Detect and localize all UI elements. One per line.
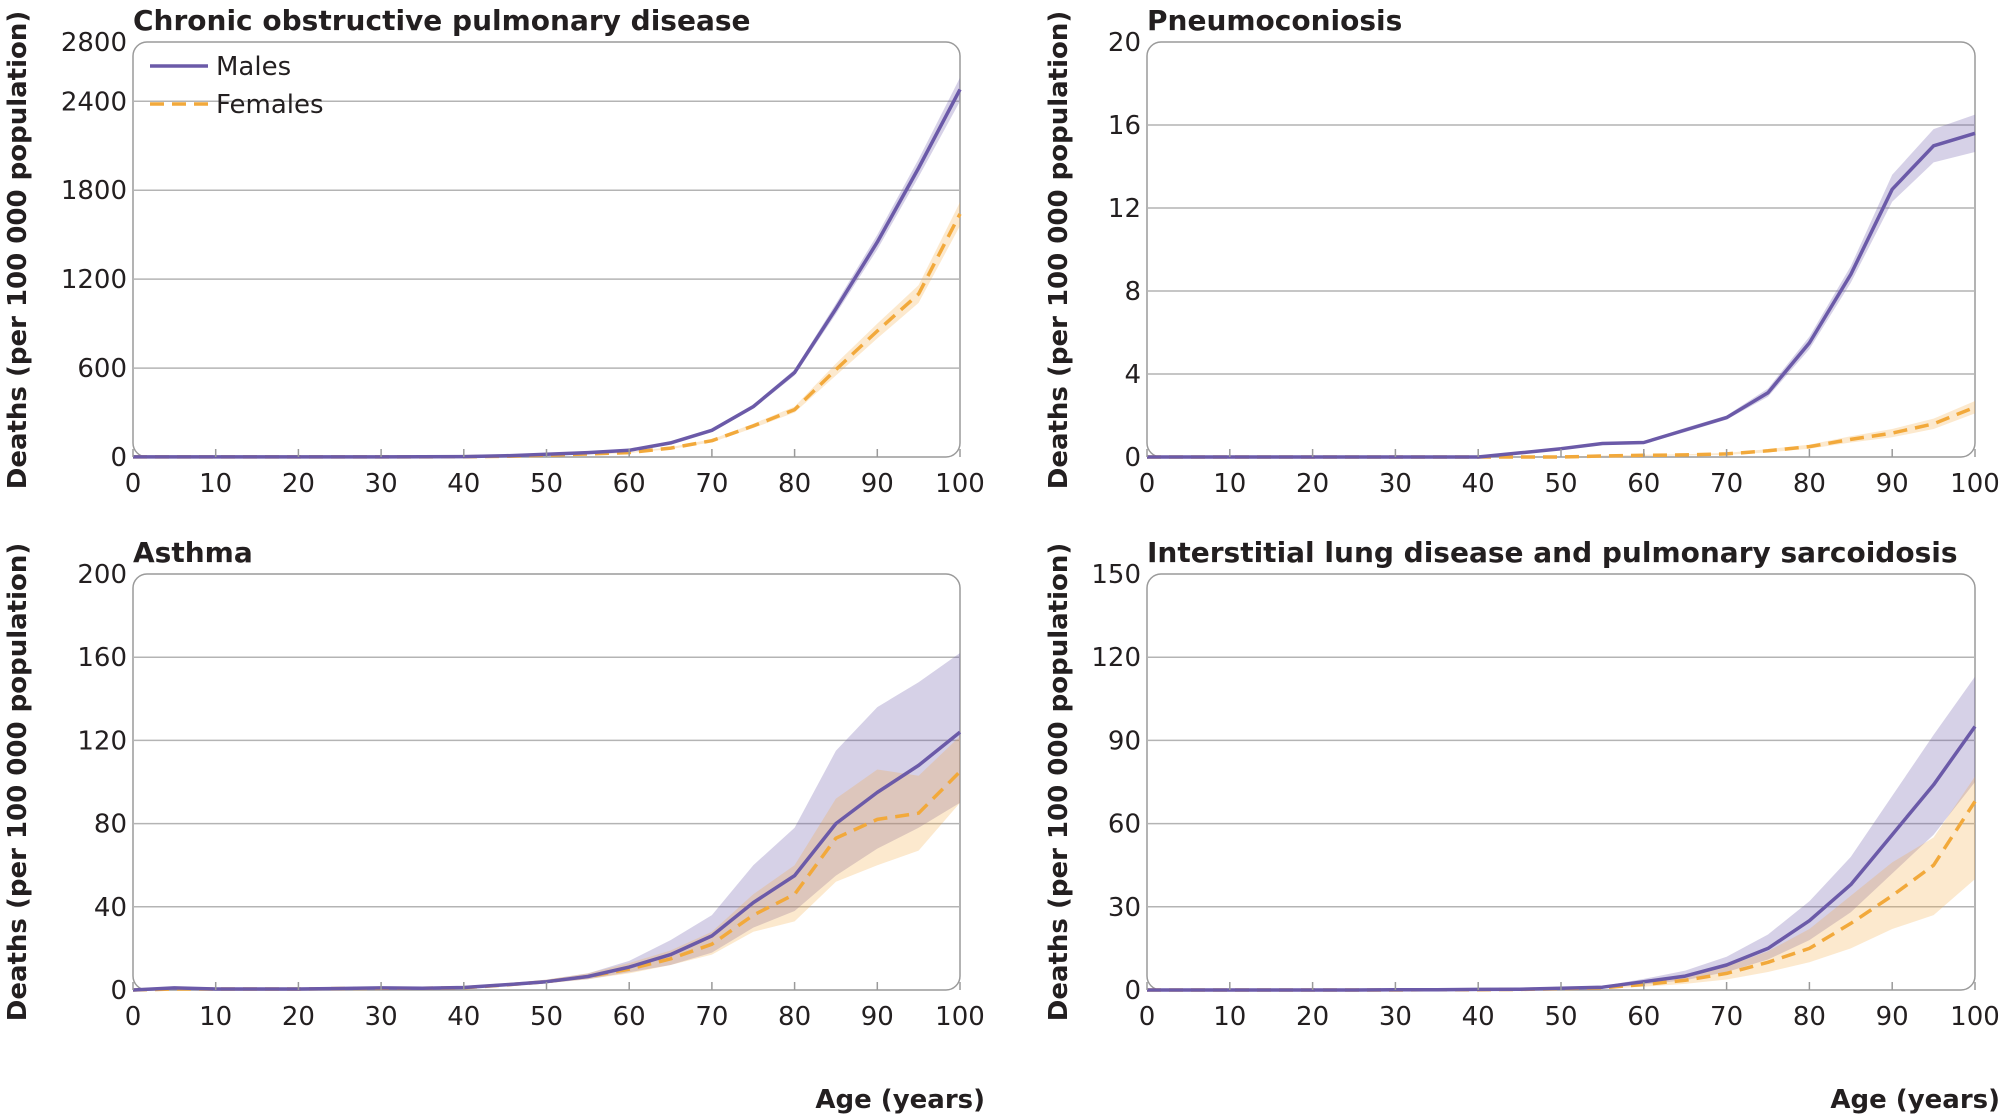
y-tick-label: 0 [1124,443,1141,473]
x-tick-label: 90 [861,469,894,499]
x-tick-label: 60 [613,1002,646,1032]
x-tick-label: 90 [861,1002,894,1032]
y-axis-label: Deaths (per 100 000 population) [3,543,33,1022]
legend: Males Females [150,52,324,120]
y-tick-label: 1200 [61,265,127,295]
y-tick-label: 150 [1091,560,1141,590]
y-axis-label: Deaths (per 100 000 population) [1044,11,1074,490]
y-tick-label: 2400 [61,87,127,117]
chart-interstitial-lung-disease: 0 10 20 30 40 50 60 70 80 90 100 0 30 60 90 120 150Inter… [1044,536,2000,1115]
y-tick-label: 200 [77,560,127,590]
chart-copd: 0 10 20 30 40 50 60 70 80 90 100 0 600 1200 1800 2400 28… [3,4,985,499]
x-tick-label: 90 [1876,469,1909,499]
chart-pneumoconiosis: 0 10 20 30 40 50 60 70 80 90 100048121620Pneumocon… [1044,4,2000,499]
x-tick-label: 0 [1139,1002,1156,1032]
y-axis-label: Deaths (per 100 000 population) [3,11,33,490]
x-tick-label: 60 [1627,1002,1660,1032]
legend-label-males: Males [216,52,291,82]
y-tick-label: 4 [1124,360,1141,390]
x-tick-label: 20 [282,1002,315,1032]
x-axis-label: Age (years) [1830,1085,2000,1115]
x-tick-label: 0 [125,469,142,499]
y-tick-label: 0 [1124,976,1141,1006]
y-tick-label: 2800 [61,28,127,58]
x-tick-label: 40 [1462,469,1495,499]
legend-label-females: Females [216,90,324,120]
x-tick-label: 40 [447,1002,480,1032]
y-tick-label: 0 [110,976,127,1006]
x-tick-label: 0 [1139,469,1156,499]
x-tick-label: 100 [1950,1002,2000,1032]
x-tick-label: 30 [365,1002,398,1032]
y-tick-label: 0 [110,443,127,473]
x-tick-label: 0 [125,1002,142,1032]
y-tick-label: 8 [1124,277,1141,307]
y-tick-label: 160 [77,643,127,673]
series-line-males [132,730,962,992]
x-tick-label: 60 [613,469,646,499]
x-tick-label: 50 [530,1002,563,1032]
x-tick-label: 100 [935,469,985,499]
x-tick-label: 70 [695,469,728,499]
x-tick-label: 10 [199,1002,232,1032]
y-tick-label: 16 [1108,111,1141,141]
chart-title: Interstitial lung disease and pulmonary … [1147,536,1958,569]
y-tick-label: 40 [94,893,127,923]
y-tick-label: 20 [1108,28,1141,58]
x-tick-label: 50 [1544,469,1577,499]
chart-asthma: 0 10 20 30 40 50 60 70 80 90 100 0 40 80 120 160 200Asth… [3,536,985,1115]
x-tick-label: 10 [199,469,232,499]
chart-title: Pneumoconiosis [1147,4,1402,37]
chart-title: Asthma [133,536,253,569]
plot-frame [1146,41,1976,458]
y-tick-label: 120 [77,726,127,756]
chart-title: Chronic obstructive pulmonary disease [133,4,751,37]
x-tick-label: 20 [282,469,315,499]
confidence-band-males [133,653,960,990]
x-tick-label: 80 [1793,1002,1826,1032]
x-tick-label: 30 [1379,1002,1412,1032]
y-tick-label: 1800 [61,176,127,206]
x-tick-label: 20 [1296,469,1329,499]
x-tick-label: 80 [1793,469,1826,499]
x-tick-label: 100 [1950,469,2000,499]
x-tick-label: 50 [1544,1002,1577,1032]
x-tick-label: 20 [1296,1002,1329,1032]
x-axis-label: Age (years) [815,1085,985,1115]
y-tick-label: 12 [1108,194,1141,224]
x-tick-label: 30 [365,469,398,499]
y-tick-label: 90 [1108,726,1141,756]
x-tick-label: 50 [530,469,563,499]
x-tick-label: 30 [1379,469,1412,499]
confidence-band-females [133,736,960,990]
x-tick-label: 10 [1213,1002,1246,1032]
y-tick-label: 600 [77,354,127,384]
x-tick-label: 90 [1876,1002,1909,1032]
x-tick-label: 40 [1462,1002,1495,1032]
x-tick-label: 70 [1710,469,1743,499]
x-tick-label: 80 [778,469,811,499]
x-tick-label: 80 [778,1002,811,1032]
y-tick-label: 60 [1108,810,1141,840]
x-tick-label: 60 [1627,469,1660,499]
series-line-males [1147,131,1976,459]
x-tick-label: 100 [935,1002,985,1032]
x-tick-label: 40 [447,469,480,499]
y-tick-label: 120 [1091,643,1141,673]
x-tick-label: 70 [1710,1002,1743,1032]
x-tick-label: 70 [695,1002,728,1032]
x-tick-label: 10 [1213,469,1246,499]
y-axis-label: Deaths (per 100 000 population) [1044,543,1074,1022]
y-tick-label: 80 [94,810,127,840]
y-tick-label: 30 [1108,893,1141,923]
